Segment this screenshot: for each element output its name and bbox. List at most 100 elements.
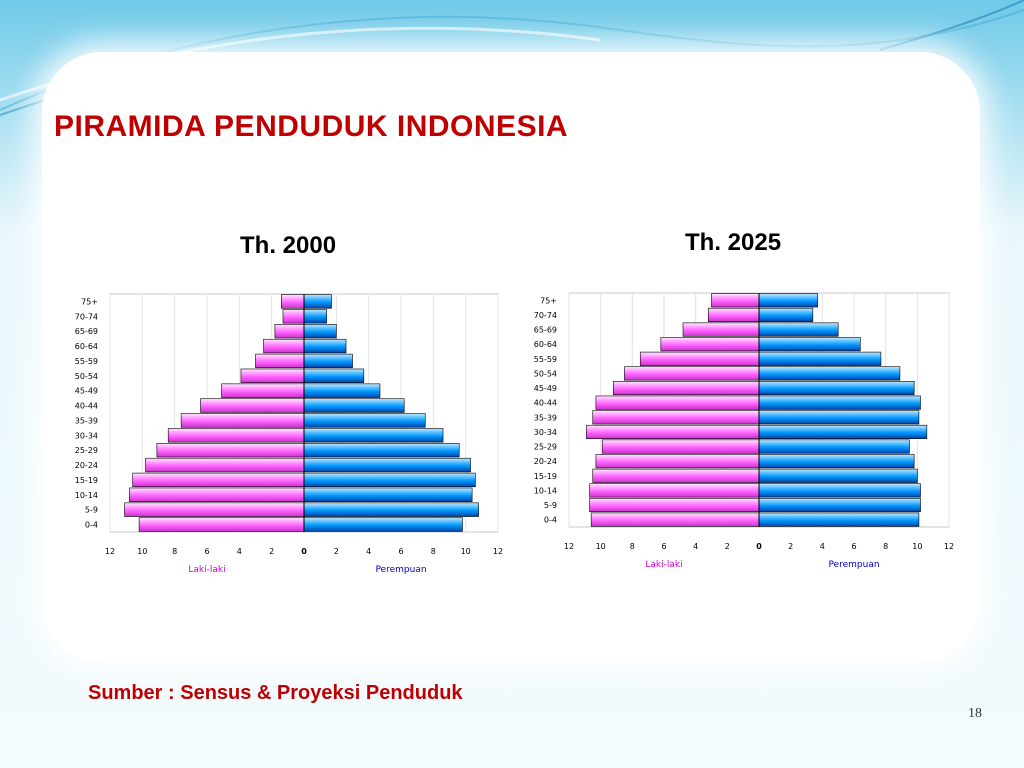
- source-note: Sumber : Sensus & Proyeksi Penduduk: [88, 682, 463, 704]
- age-group-label: 0-4: [544, 516, 557, 525]
- bar-male-30-34: [167, 428, 305, 443]
- bar-male-40-44: [595, 395, 760, 410]
- bar-male-20-24: [145, 457, 305, 473]
- bar-female-10-14: [303, 487, 473, 502]
- age-group-label: 35-39: [75, 416, 98, 425]
- x-tick-label: 2: [725, 542, 730, 551]
- bar-male-75+: [281, 294, 305, 309]
- age-group-label: 45-49: [534, 384, 557, 393]
- x-tick-label: 10: [137, 547, 147, 556]
- x-tick-label: 4: [237, 547, 242, 556]
- bar-female-5-9: [303, 502, 479, 517]
- x-tick-label: 4: [820, 542, 825, 551]
- slide-title: PIRAMIDA PENDUDUK INDONESIA: [54, 110, 569, 143]
- bar-male-25-29: [601, 439, 760, 454]
- x-tick-label: 6: [204, 547, 209, 556]
- age-group-label: 20-24: [75, 461, 98, 470]
- age-group-label: 40-44: [534, 399, 557, 408]
- bar-female-25-29: [303, 443, 460, 458]
- bar-female-20-24: [758, 454, 915, 469]
- age-group-label: 15-19: [534, 472, 557, 481]
- bar-male-65-69: [274, 324, 305, 339]
- age-group-label: 60-64: [534, 340, 557, 349]
- bar-female-0-4: [758, 512, 920, 527]
- age-group-label: 20-24: [534, 457, 557, 466]
- bar-male-0-4: [590, 512, 760, 527]
- age-group-label: 35-39: [534, 413, 557, 422]
- bar-female-25-29: [758, 439, 910, 454]
- x-tick-label: 10: [912, 542, 922, 551]
- x-tick-label: 10: [461, 547, 471, 556]
- bar-female-60-64: [303, 338, 347, 354]
- x-tick-label: 10: [596, 542, 606, 551]
- bar-male-5-9: [589, 498, 760, 513]
- age-group-label: 40-44: [75, 402, 98, 411]
- bar-female-70-74: [303, 309, 327, 324]
- chart-title-2000: Th. 2000: [240, 232, 337, 259]
- bar-male-60-64: [660, 337, 760, 352]
- bar-female-70-74: [758, 307, 814, 322]
- bar-male-20-24: [595, 454, 760, 469]
- age-group-label: 50-54: [75, 372, 98, 381]
- age-group-label: 25-29: [534, 443, 557, 452]
- bar-female-55-59: [303, 353, 353, 369]
- bar-male-70-74: [708, 307, 760, 322]
- bar-female-50-54: [758, 366, 901, 381]
- age-group-label: 55-59: [75, 357, 98, 366]
- x-tick-label: 8: [431, 547, 436, 556]
- bar-male-35-39: [592, 410, 760, 425]
- bar-male-30-34: [586, 424, 760, 439]
- bar-male-65-69: [682, 322, 760, 337]
- bar-female-35-39: [303, 413, 426, 428]
- population-pyramid-2025: 12 10 8 6 4 2 0 2 4 6 8 10 12 0-4 5-9 10-14 15-19 20-24 25…: [534, 292, 954, 570]
- age-group-label: 30-34: [75, 431, 98, 440]
- age-group-label: 5-9: [544, 501, 557, 510]
- bar-male-5-9: [124, 502, 305, 517]
- bar-female-30-34: [758, 424, 928, 439]
- age-group-label: 65-69: [75, 327, 98, 336]
- bar-male-50-54: [624, 366, 760, 381]
- legend-female: Perempuan: [375, 565, 426, 575]
- x-tick-label: 12: [493, 547, 503, 556]
- age-group-label: 45-49: [75, 387, 98, 396]
- legend-female: Perempuan: [828, 560, 879, 570]
- bar-male-25-29: [156, 443, 305, 458]
- x-tick-label: 12: [944, 542, 954, 551]
- x-tick-label: 6: [398, 547, 403, 556]
- x-tick-label: 8: [630, 542, 635, 551]
- age-group-label: 70-74: [75, 312, 98, 321]
- bar-male-45-49: [613, 381, 760, 396]
- age-group-label: 10-14: [75, 491, 98, 500]
- bar-female-40-44: [758, 395, 921, 410]
- bar-male-10-14: [589, 483, 760, 498]
- x-tick-label: 0: [756, 542, 762, 551]
- bar-female-15-19: [303, 472, 476, 488]
- age-group-label: 55-59: [534, 355, 557, 364]
- chart-title-2025: Th. 2025: [685, 229, 782, 256]
- bar-male-55-59: [255, 353, 305, 369]
- bar-female-60-64: [758, 337, 861, 352]
- bar-male-35-39: [180, 413, 305, 428]
- bar-male-0-4: [138, 517, 305, 532]
- bar-female-30-34: [303, 428, 444, 443]
- age-group-label: 60-64: [75, 342, 98, 351]
- x-tick-label: 8: [172, 547, 177, 556]
- bar-female-0-4: [303, 517, 463, 532]
- bar-female-5-9: [758, 498, 921, 513]
- bar-male-45-49: [221, 383, 305, 398]
- x-tick-label: 2: [788, 542, 793, 551]
- bar-female-15-19: [758, 468, 918, 483]
- bar-female-20-24: [303, 457, 471, 473]
- x-tick-label: 2: [334, 547, 339, 556]
- bar-male-15-19: [132, 472, 305, 488]
- x-tick-label: 6: [851, 542, 856, 551]
- bar-male-55-59: [639, 351, 760, 366]
- age-group-label: 65-69: [534, 326, 557, 335]
- bar-female-35-39: [758, 410, 920, 425]
- bar-female-40-44: [303, 398, 405, 413]
- age-group-label: 15-19: [75, 476, 98, 485]
- age-group-label: 10-14: [534, 486, 557, 495]
- page-number: 18: [968, 706, 982, 721]
- age-group-label: 50-54: [534, 369, 557, 378]
- legend-male: Laki-laki: [645, 560, 682, 570]
